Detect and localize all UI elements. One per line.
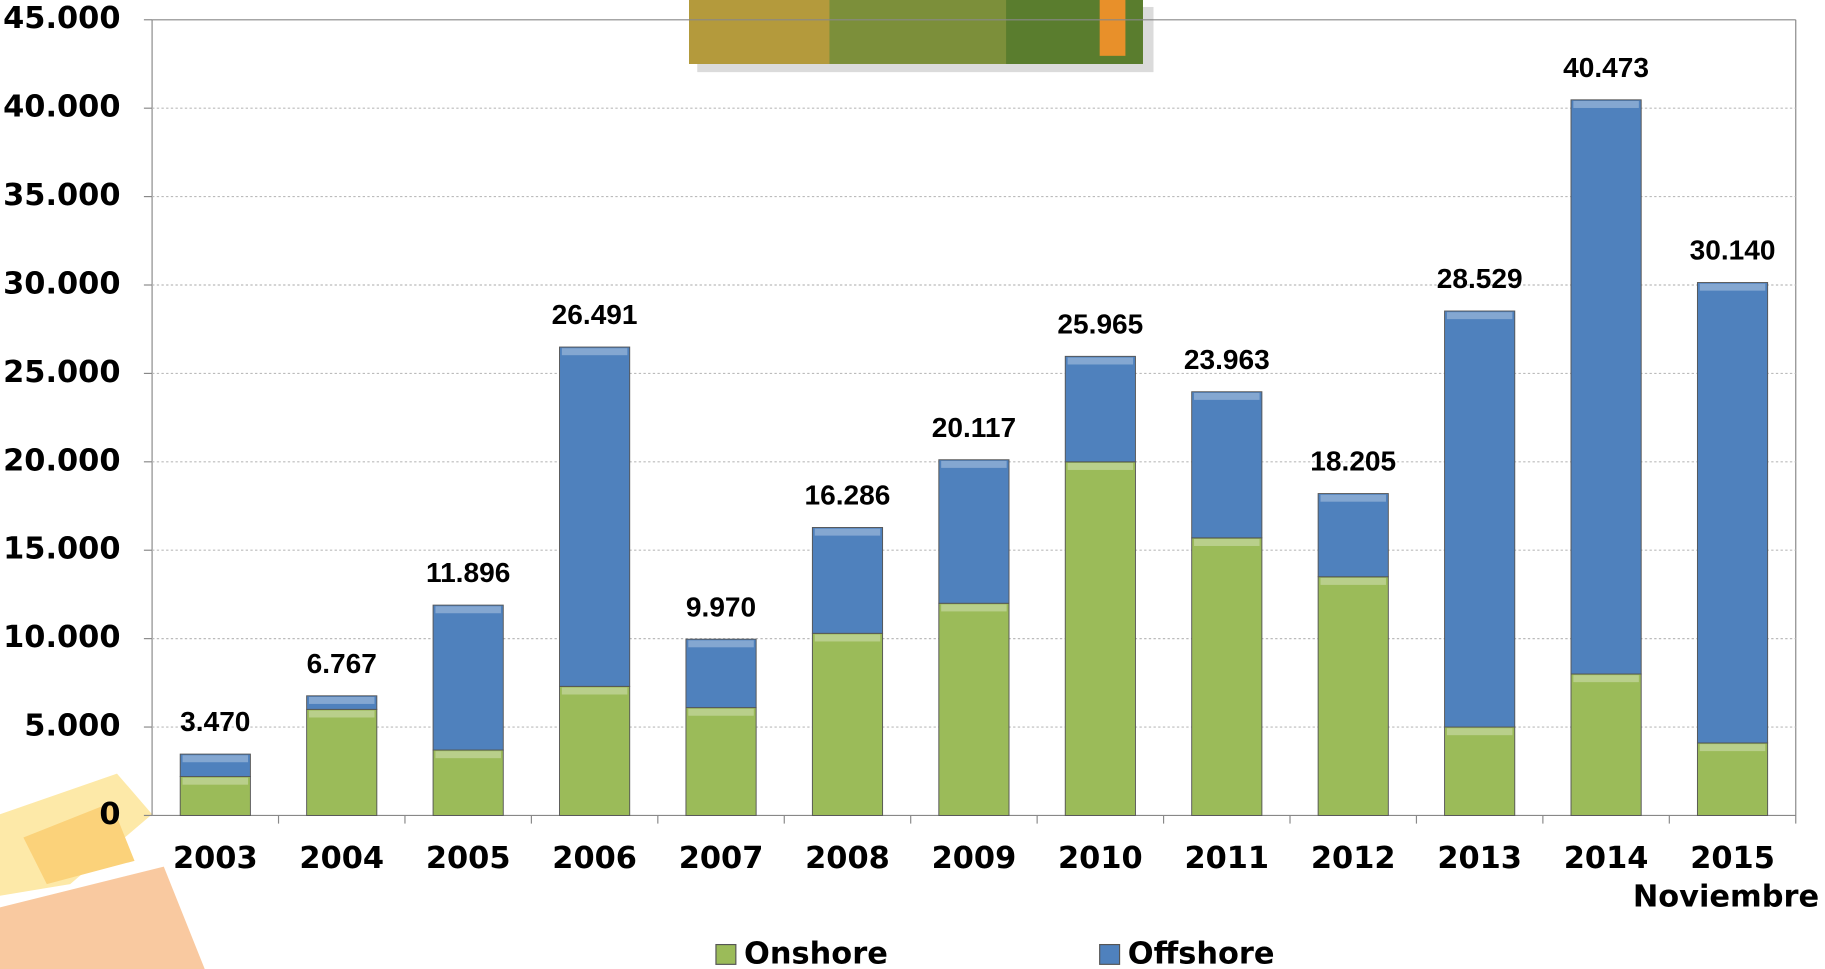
bar-bevel xyxy=(182,755,249,763)
bar-bevel xyxy=(561,348,628,356)
bar-segment xyxy=(432,604,504,751)
bar-bevel xyxy=(308,710,375,718)
bar-bevel xyxy=(1067,357,1134,365)
photo xyxy=(689,0,1154,73)
x-tick-label: 2010 xyxy=(1058,841,1143,876)
bar-segment xyxy=(1570,673,1642,816)
legend-swatch xyxy=(715,943,737,965)
x-tick-label: 2015 xyxy=(1690,841,1775,876)
y-tick-label: 25.000 xyxy=(3,355,120,390)
bar-segment xyxy=(685,638,757,709)
x-tick-label: 2007 xyxy=(679,841,764,876)
total-label: 18.205 xyxy=(1310,446,1396,477)
y-tick-label: 35.000 xyxy=(3,178,120,213)
bar-bevel xyxy=(435,751,501,759)
y-tick-label: 0 xyxy=(99,797,120,832)
x-tick-label: 2004 xyxy=(299,841,384,876)
bar-bevel xyxy=(1446,728,1513,736)
total-label: 20.117 xyxy=(932,412,1016,443)
bar-segment xyxy=(559,346,631,687)
bar-segment xyxy=(1064,355,1136,463)
total-label: 23.963 xyxy=(1184,344,1270,375)
bar-segment xyxy=(1696,282,1769,744)
bar-segment xyxy=(811,527,884,634)
bar-bevel xyxy=(1699,283,1766,291)
total-label: 40.473 xyxy=(1563,52,1649,83)
y-tick-label: 15.000 xyxy=(3,532,120,567)
bar-segment xyxy=(306,708,378,816)
x-tick-label: 2006 xyxy=(552,841,637,876)
total-label: 3.470 xyxy=(180,706,250,737)
x-tick-label: 2012 xyxy=(1311,841,1396,876)
x-tick-label: 2005 xyxy=(426,841,511,876)
total-label: 6.767 xyxy=(307,648,377,679)
bar-segment xyxy=(1696,742,1769,816)
bar-bevel xyxy=(941,604,1007,612)
bar-segment xyxy=(179,753,251,778)
bar-segment xyxy=(938,459,1010,604)
decoration xyxy=(0,773,205,969)
x-tick-label: 2013 xyxy=(1437,841,1522,876)
y-tick-label: 5.000 xyxy=(24,709,120,744)
bar-bevel xyxy=(1573,675,1639,683)
x-annotation: Noviembre xyxy=(1633,880,1819,915)
x-tick-label: 2008 xyxy=(805,841,890,876)
bar-segment xyxy=(685,707,757,816)
total-label: 30.140 xyxy=(1690,235,1776,266)
legend-label: Offshore xyxy=(1128,937,1275,969)
bar-segment xyxy=(432,749,504,816)
bar-bevel xyxy=(814,528,881,536)
bar-bevel xyxy=(1320,577,1386,585)
bar-bevel xyxy=(308,696,375,704)
bar-segment xyxy=(1444,310,1516,728)
x-tick-label: 2009 xyxy=(932,841,1017,876)
bar-segment xyxy=(1191,537,1263,816)
bar-segment xyxy=(1064,461,1136,816)
bar-bevel xyxy=(941,460,1007,468)
bar-bevel xyxy=(1320,494,1386,502)
x-tick-label: 2014 xyxy=(1564,841,1649,876)
bar-bevel xyxy=(1699,744,1766,752)
total-label: 28.529 xyxy=(1437,263,1523,294)
y-tick-label: 40.000 xyxy=(3,90,120,125)
total-label: 26.491 xyxy=(552,299,638,330)
bar-bevel xyxy=(1573,100,1639,108)
bar-bevel xyxy=(1446,312,1513,320)
bar-bevel xyxy=(435,606,501,614)
total-label: 11.896 xyxy=(426,557,510,588)
bar-segment xyxy=(1317,576,1389,816)
bar-bevel xyxy=(688,640,754,648)
bar-bevel xyxy=(182,777,249,785)
x-tick-label: 2011 xyxy=(1184,841,1269,876)
bar-bevel xyxy=(1194,392,1260,400)
bar-segment xyxy=(938,602,1010,816)
legend-swatch xyxy=(1099,943,1121,965)
bar-bevel xyxy=(1194,539,1260,546)
y-tick-label: 20.000 xyxy=(3,443,120,478)
y-tick-label: 30.000 xyxy=(3,267,120,302)
total-label: 25.965 xyxy=(1057,309,1143,340)
x-tick-label: 2003 xyxy=(173,841,258,876)
bar-bevel xyxy=(814,634,881,642)
bar-segment xyxy=(559,685,631,816)
bar-segment xyxy=(1570,99,1642,675)
y-tick-label: 10.000 xyxy=(3,620,120,655)
y-tick-label: 45.000 xyxy=(3,1,120,36)
bar-bevel xyxy=(561,687,628,695)
bar-bevel xyxy=(1067,462,1134,470)
legend-label: Onshore xyxy=(744,937,888,969)
bar-bevel xyxy=(688,708,754,716)
total-label: 16.286 xyxy=(805,480,891,511)
bar-segment xyxy=(179,776,251,816)
total-label: 9.970 xyxy=(686,591,756,622)
bar-segment xyxy=(811,632,884,816)
bar-segment xyxy=(306,695,378,710)
bar-segment xyxy=(1317,493,1389,578)
bar-segment xyxy=(1444,726,1516,816)
bar-segment xyxy=(1191,391,1263,539)
